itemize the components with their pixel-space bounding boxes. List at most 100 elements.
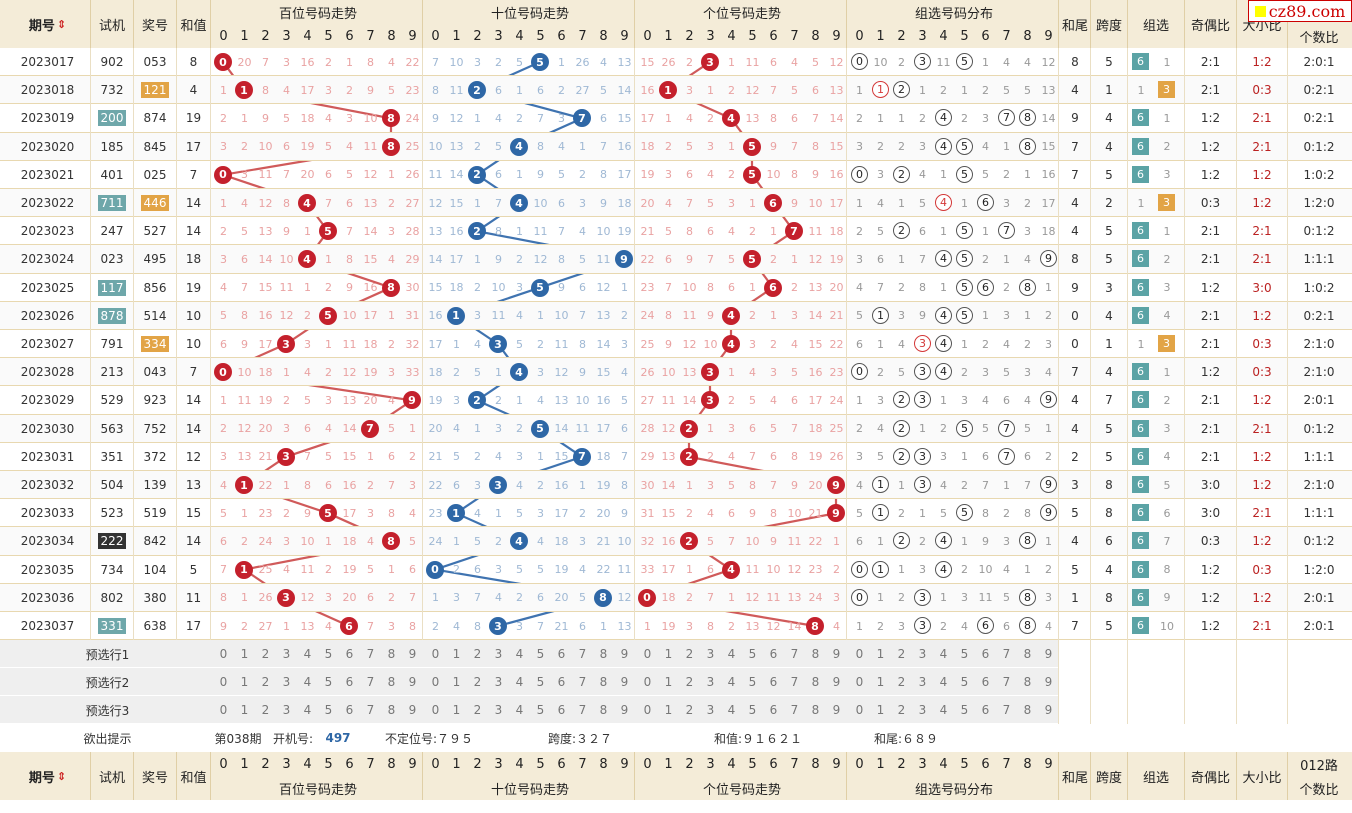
period-header[interactable]: 期号 ⇕: [5, 0, 90, 48]
preselect-digit[interactable]: 5: [960, 647, 969, 662]
preselect-digit[interactable]: 4: [515, 647, 524, 662]
preselect-digit[interactable]: 6: [769, 647, 778, 662]
preselect-digit[interactable]: 8: [387, 675, 396, 690]
preselect-digit[interactable]: 8: [599, 647, 608, 662]
preselect-digit[interactable]: 7: [790, 675, 799, 690]
preselect-digit[interactable]: 9: [408, 675, 417, 690]
preselect-digit[interactable]: 2: [261, 647, 270, 662]
preselect-digit[interactable]: 7: [1002, 703, 1011, 718]
preselect-digit[interactable]: 2: [685, 675, 694, 690]
preselect-digit[interactable]: 1: [876, 675, 885, 690]
preselect-digit[interactable]: 0: [855, 675, 864, 690]
preselect-digit[interactable]: 9: [1044, 647, 1053, 662]
preselect-digit[interactable]: 1: [452, 647, 461, 662]
preselect-digit[interactable]: 4: [303, 703, 312, 718]
preselect-digit[interactable]: 2: [473, 647, 482, 662]
preselect-digit[interactable]: 5: [324, 703, 333, 718]
preselect-digit[interactable]: 4: [727, 647, 736, 662]
preselect-digit[interactable]: 8: [387, 647, 396, 662]
preselect-digit[interactable]: 6: [557, 703, 566, 718]
preselect-digit[interactable]: 3: [282, 675, 291, 690]
preselect-digit[interactable]: 5: [536, 675, 545, 690]
preselect-digit[interactable]: 3: [706, 703, 715, 718]
preselect-digit[interactable]: 8: [811, 647, 820, 662]
preselect-digit[interactable]: 5: [960, 675, 969, 690]
preselect-digit[interactable]: 9: [832, 675, 841, 690]
sort-arrows-icon[interactable]: ⇕: [56, 17, 67, 31]
preselect-digit[interactable]: 2: [685, 703, 694, 718]
preselect-digit[interactable]: 6: [557, 675, 566, 690]
preselect-digit[interactable]: 7: [366, 703, 375, 718]
preselect-digit[interactable]: 5: [536, 647, 545, 662]
preselect-digit[interactable]: 3: [282, 703, 291, 718]
preselect-digit[interactable]: 5: [536, 703, 545, 718]
preselect-digit[interactable]: 9: [1044, 675, 1053, 690]
preselect-digit[interactable]: 0: [431, 647, 440, 662]
preselect-digit[interactable]: 3: [918, 703, 927, 718]
preselect-digit[interactable]: 6: [557, 647, 566, 662]
preselect-digit[interactable]: 8: [1023, 703, 1032, 718]
period-header[interactable]: 期号 ⇕: [5, 752, 90, 801]
preselect-digit[interactable]: 7: [578, 647, 587, 662]
preselect-digit[interactable]: 0: [643, 703, 652, 718]
preselect-digit[interactable]: 9: [408, 703, 417, 718]
sort-arrows-icon[interactable]: ⇕: [56, 769, 67, 783]
preselect-digit[interactable]: 9: [832, 647, 841, 662]
preselect-digit[interactable]: 1: [664, 647, 673, 662]
preselect-digit[interactable]: 3: [918, 675, 927, 690]
preselect-digit[interactable]: 8: [1023, 647, 1032, 662]
preselect-digit[interactable]: 0: [855, 703, 864, 718]
preselect-digit[interactable]: 2: [261, 703, 270, 718]
preselect-digit[interactable]: 7: [578, 703, 587, 718]
preselect-digit[interactable]: 5: [748, 675, 757, 690]
preselect-digit[interactable]: 5: [324, 675, 333, 690]
preselect-digit[interactable]: 4: [727, 675, 736, 690]
preselect-digit[interactable]: 6: [981, 647, 990, 662]
preselect-digit[interactable]: 3: [706, 647, 715, 662]
preselect-digit[interactable]: 8: [811, 703, 820, 718]
preselect-digit[interactable]: 1: [452, 703, 461, 718]
preselect-digit[interactable]: 2: [473, 675, 482, 690]
preselect-digit[interactable]: 6: [981, 675, 990, 690]
preselect-digit[interactable]: 4: [939, 675, 948, 690]
preselect-digit[interactable]: 0: [643, 675, 652, 690]
preselect-digit[interactable]: 0: [219, 703, 228, 718]
site-logo[interactable]: cz89.com: [1248, 0, 1352, 22]
preselect-digit[interactable]: 4: [303, 647, 312, 662]
preselect-digit[interactable]: 3: [706, 675, 715, 690]
preselect-digit[interactable]: 3: [494, 703, 503, 718]
preselect-digit[interactable]: 4: [303, 675, 312, 690]
preselect-digit[interactable]: 5: [748, 703, 757, 718]
preselect-digit[interactable]: 2: [897, 675, 906, 690]
preselect-digit[interactable]: 8: [599, 703, 608, 718]
preselect-digit[interactable]: 7: [1002, 675, 1011, 690]
preselect-digit[interactable]: 1: [452, 675, 461, 690]
preselect-digit[interactable]: 5: [960, 703, 969, 718]
preselect-digit[interactable]: 0: [855, 647, 864, 662]
preselect-digit[interactable]: 7: [366, 675, 375, 690]
preselect-digit[interactable]: 1: [664, 675, 673, 690]
preselect-digit[interactable]: 4: [727, 703, 736, 718]
preselect-digit[interactable]: 1: [240, 647, 249, 662]
preselect-digit[interactable]: 6: [345, 675, 354, 690]
preselect-digit[interactable]: 2: [261, 675, 270, 690]
preselect-digit[interactable]: 3: [494, 647, 503, 662]
preselect-digit[interactable]: 4: [515, 675, 524, 690]
preselect-digit[interactable]: 8: [811, 675, 820, 690]
preselect-digit[interactable]: 3: [494, 675, 503, 690]
preselect-digit[interactable]: 7: [366, 647, 375, 662]
preselect-digit[interactable]: 8: [1023, 675, 1032, 690]
preselect-digit[interactable]: 9: [620, 647, 629, 662]
preselect-digit[interactable]: 2: [685, 647, 694, 662]
preselect-digit[interactable]: 9: [620, 675, 629, 690]
preselect-digit[interactable]: 1: [876, 647, 885, 662]
preselect-digit[interactable]: 6: [981, 703, 990, 718]
preselect-digit[interactable]: 2: [897, 647, 906, 662]
preselect-digit[interactable]: 6: [345, 703, 354, 718]
preselect-digit[interactable]: 2: [897, 703, 906, 718]
preselect-digit[interactable]: 1: [664, 703, 673, 718]
preselect-digit[interactable]: 6: [345, 647, 354, 662]
preselect-digit[interactable]: 2: [473, 703, 482, 718]
preselect-digit[interactable]: 1: [876, 703, 885, 718]
preselect-digit[interactable]: 1: [240, 675, 249, 690]
